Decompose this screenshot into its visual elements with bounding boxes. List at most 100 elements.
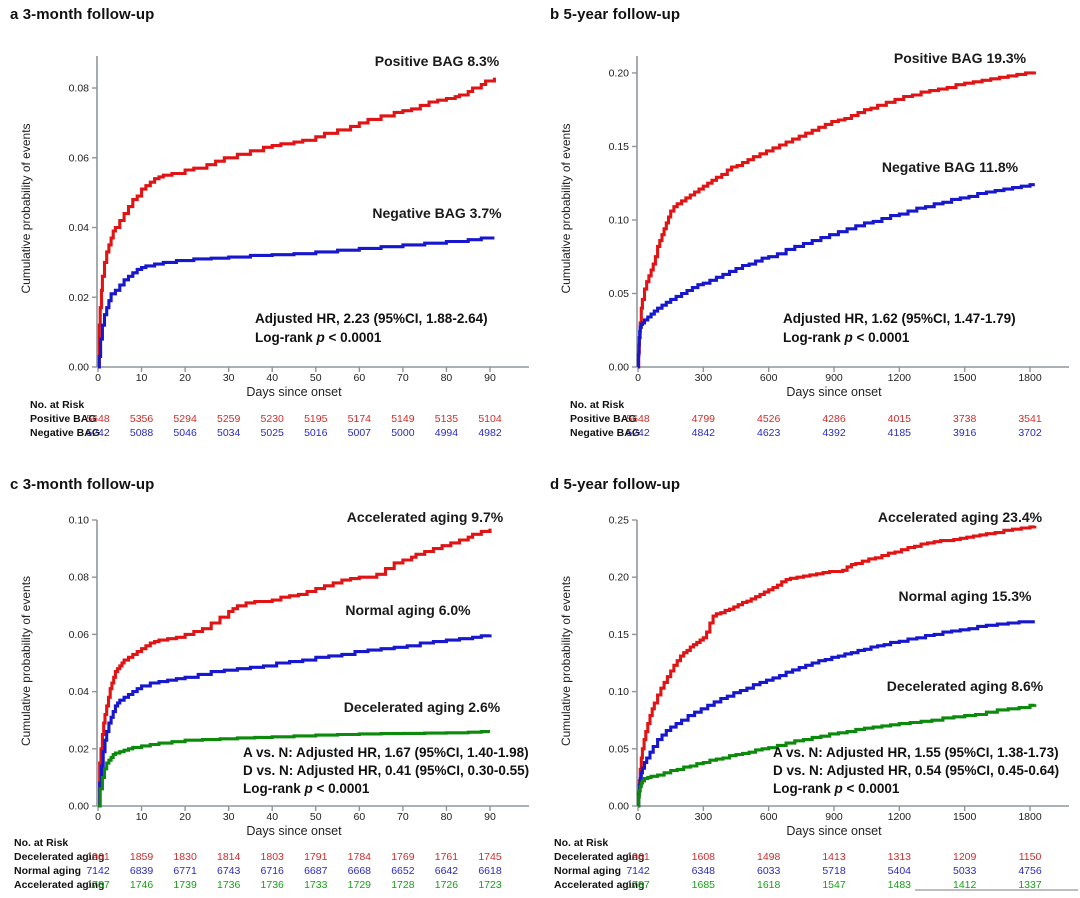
series-curve-normal-aging <box>98 634 492 808</box>
risk-value: 4994 <box>435 427 459 439</box>
y-tick-label: 0.02 <box>69 292 90 304</box>
risk-value: 5016 <box>304 427 328 439</box>
risk-value: 5648 <box>86 413 110 425</box>
curve-label: Negative BAG 11.8% <box>882 159 1019 175</box>
risk-value: 6033 <box>757 865 781 877</box>
panel-d: d 5-year follow-up 0.00 0.05 0.10 0.15 0.20 0… <box>540 470 1080 898</box>
x-tick-label: 50 <box>310 372 322 384</box>
x-tick-label: 0 <box>635 811 641 823</box>
x-axis-label: Days since onset <box>786 385 882 399</box>
x-tick-label: 900 <box>825 811 843 823</box>
risk-value: 3916 <box>953 427 977 439</box>
risk-value: 5104 <box>478 413 502 425</box>
curve-label: Positive BAG 8.3% <box>375 53 500 69</box>
risk-value: 1608 <box>692 851 716 863</box>
risk-table-title: No. at Risk <box>570 399 624 411</box>
stats-annotation: D vs. N: Adjusted HR, 0.41 (95%CI, 0.30-… <box>243 763 529 778</box>
x-tick-label: 300 <box>695 372 713 384</box>
y-tick-label: 0.05 <box>609 288 630 300</box>
risk-row-label: Accelerated aging <box>14 879 104 891</box>
x-tick-label: 70 <box>397 811 409 823</box>
y-tick-label: 0.02 <box>69 743 90 755</box>
x-tick-label: 60 <box>353 372 365 384</box>
x-tick-label: 0 <box>95 372 101 384</box>
y-tick-label: 0.06 <box>69 629 90 641</box>
km-chart-c: 0.00 0.02 0.04 0.06 0.08 0.10 0 10 20 30 40 50 60 70 8… <box>14 509 529 891</box>
y-tick-label: 0.15 <box>609 629 630 641</box>
risk-value: 5046 <box>173 427 197 439</box>
x-tick-label: 0 <box>95 811 101 823</box>
x-tick-label: 50 <box>310 811 322 823</box>
x-tick-label: 20 <box>179 372 191 384</box>
y-tick-label: 0.08 <box>69 572 90 584</box>
risk-value: 6348 <box>692 865 716 877</box>
risk-value: 5294 <box>173 413 197 425</box>
km-chart-a: 0.00 0.02 0.04 0.06 0.08 0 10 20 30 40 50 60 70 80 90 D… <box>19 53 529 439</box>
risk-value: 1787 <box>86 879 110 891</box>
x-tick-label: 10 <box>136 372 148 384</box>
risk-value: 1483 <box>888 879 912 891</box>
x-tick-label: 60 <box>353 811 365 823</box>
risk-value: 3702 <box>1018 427 1042 439</box>
risk-value: 1726 <box>435 879 459 891</box>
risk-value: 1745 <box>478 851 502 863</box>
risk-value: 1814 <box>217 851 241 863</box>
risk-value: 5135 <box>435 413 459 425</box>
risk-value: 5230 <box>261 413 285 425</box>
risk-value: 5242 <box>86 427 110 439</box>
risk-value: 1313 <box>888 851 912 863</box>
y-tick-label: 0.00 <box>69 362 90 374</box>
curve-label: Negative BAG 3.7% <box>372 205 502 221</box>
risk-value: 6771 <box>173 865 197 877</box>
risk-row-label: Negative BAG <box>570 427 640 439</box>
risk-value: 6743 <box>217 865 241 877</box>
risk-value: 4623 <box>757 427 781 439</box>
risk-row-label: Negative BAG <box>30 427 100 439</box>
y-tick-label: 0.20 <box>609 67 630 79</box>
y-tick-label: 0.10 <box>69 515 90 527</box>
x-tick-label: 1200 <box>888 811 912 823</box>
risk-value: 5242 <box>626 427 650 439</box>
x-tick-label: 300 <box>695 811 713 823</box>
risk-value: 1618 <box>757 879 781 891</box>
risk-value: 5404 <box>888 865 912 877</box>
risk-value: 1685 <box>692 879 716 891</box>
risk-row-label: Normal aging <box>14 865 81 877</box>
stats-annotation: D vs. N: Adjusted HR, 0.54 (95%CI, 0.45-… <box>773 763 1059 778</box>
x-tick-label: 1800 <box>1018 372 1042 384</box>
risk-value: 1791 <box>304 851 328 863</box>
risk-value: 1803 <box>261 851 285 863</box>
x-tick-label: 600 <box>760 372 778 384</box>
y-tick-label: 0.20 <box>609 572 630 584</box>
risk-value: 1729 <box>348 879 372 891</box>
risk-value: 4015 <box>888 413 912 425</box>
x-tick-label: 30 <box>223 372 235 384</box>
risk-table-title: No. at Risk <box>30 399 84 411</box>
stats-annotation: Adjusted HR, 2.23 (95%CI, 1.88-2.64) <box>255 311 488 326</box>
x-axis-label: Days since onset <box>246 385 342 399</box>
risk-value: 4799 <box>692 413 716 425</box>
risk-value: 5000 <box>391 427 415 439</box>
risk-value: 1413 <box>822 851 846 863</box>
risk-value: 6618 <box>478 865 502 877</box>
x-tick-label: 1800 <box>1018 811 1042 823</box>
risk-value: 1787 <box>626 879 650 891</box>
risk-value: 4982 <box>478 427 502 439</box>
risk-table-title: No. at Risk <box>554 837 608 849</box>
risk-value: 5259 <box>217 413 241 425</box>
y-tick-label: 0.08 <box>69 83 90 95</box>
risk-value: 6668 <box>348 865 372 877</box>
risk-value: 5149 <box>391 413 415 425</box>
panel-title-b: b 5-year follow-up <box>550 6 681 23</box>
panel-title-a: a 3-month follow-up <box>10 6 155 23</box>
risk-value: 1209 <box>953 851 977 863</box>
risk-value: 1961 <box>86 851 110 863</box>
risk-value: 1830 <box>173 851 197 863</box>
risk-value: 6687 <box>304 865 328 877</box>
x-axis-label: Days since onset <box>786 824 882 838</box>
panel-title-c: c 3-month follow-up <box>10 476 155 493</box>
curve-label: Normal aging 15.3% <box>898 588 1032 604</box>
risk-value: 1736 <box>217 879 241 891</box>
series-curve-accelerated-aging <box>637 525 1037 808</box>
y-tick-label: 0.06 <box>69 152 90 164</box>
